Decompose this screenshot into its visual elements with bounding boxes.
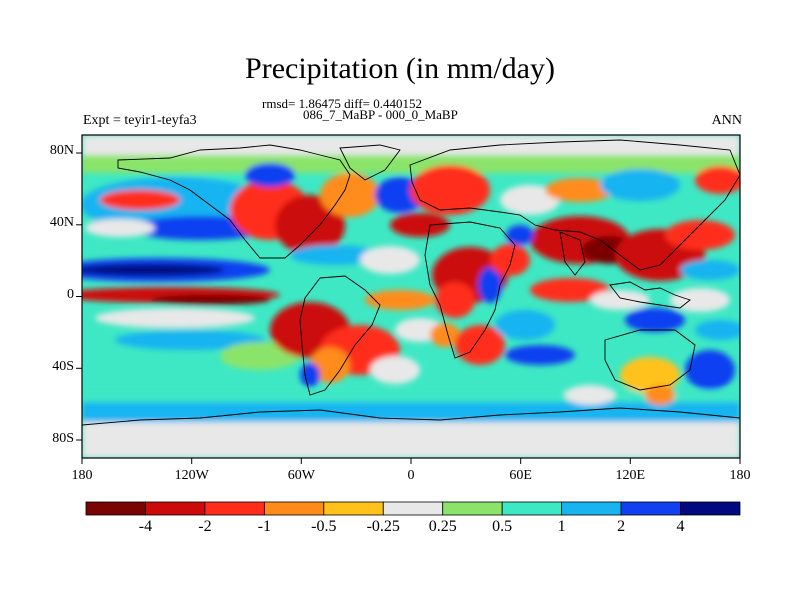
colorbar-tick-label: -0.5: [311, 518, 337, 535]
y-tick-label: 40N: [49, 215, 74, 230]
colorbar-tick-label: -0.25: [366, 518, 400, 535]
colorbar-swatch: [145, 501, 206, 516]
colorbar-tick-label: 4: [676, 518, 685, 535]
coast-australia: [604, 329, 696, 391]
coast-south-america: [299, 275, 381, 396]
x-tick-label: 180: [729, 468, 751, 483]
colorbar-tick-label: 0.5: [492, 518, 513, 535]
y-tick-label: 0: [67, 287, 74, 302]
colorbar-tick-label: -1: [257, 518, 272, 535]
precipitation-field: [82, 135, 740, 458]
y-tick-label: 80S: [52, 431, 74, 446]
x-tick-label: 120W: [174, 468, 209, 483]
colorbar-swatch: [620, 501, 681, 516]
colorbar-swatch: [382, 501, 444, 516]
coast-africa: [424, 221, 516, 359]
experiment-label: Expt = teyir1-teyfa3: [83, 113, 197, 128]
x-tick-label: 60W: [287, 468, 315, 483]
colorbar-tick-label: 1: [557, 518, 566, 535]
colorbar-swatch: [442, 501, 503, 516]
coast-antarctica: [82, 407, 740, 426]
colorbar-swatch: [501, 501, 563, 516]
colorbar-tick-label: 2: [617, 518, 626, 535]
colorbar-swatch: [561, 501, 622, 516]
x-tick-label: 180: [71, 468, 93, 483]
subtitle-experiment: 086_7_MaBP - 000_0_MaBP: [303, 107, 458, 122]
coastlines: [82, 139, 740, 426]
coast-greenland: [339, 144, 401, 181]
season-label: ANN: [711, 113, 742, 128]
colorbar: [85, 501, 741, 516]
colorbar-swatch: [263, 501, 325, 516]
colorbar-tick-label: -4: [138, 518, 153, 535]
x-tick-label: 0: [407, 468, 415, 483]
x-tick-label: 60E: [509, 468, 532, 483]
x-tick-label: 120E: [615, 468, 646, 483]
coast-eurasia: [409, 139, 740, 271]
coast-north-america: [117, 144, 351, 259]
colorbar-swatch: [680, 501, 741, 516]
colorbar-swatch: [323, 501, 384, 516]
y-tick-label: 40S: [52, 359, 74, 374]
subtitle-stats: rmsd= 1.86475 diff= 0.440152: [262, 96, 422, 111]
coast-indian-subcontinent: [559, 231, 586, 276]
map-title: Precipitation (in mm/day): [245, 52, 555, 85]
colorbar-tick-label: -2: [198, 518, 212, 535]
colorbar-swatch: [204, 501, 265, 516]
y-tick-label: 80N: [49, 143, 74, 158]
colorbar-tick-label: 0.25: [428, 518, 457, 535]
coast-maritime-continent: [609, 281, 691, 309]
axis-tick-marks: [76, 152, 741, 464]
colorbar-swatch: [85, 501, 146, 516]
